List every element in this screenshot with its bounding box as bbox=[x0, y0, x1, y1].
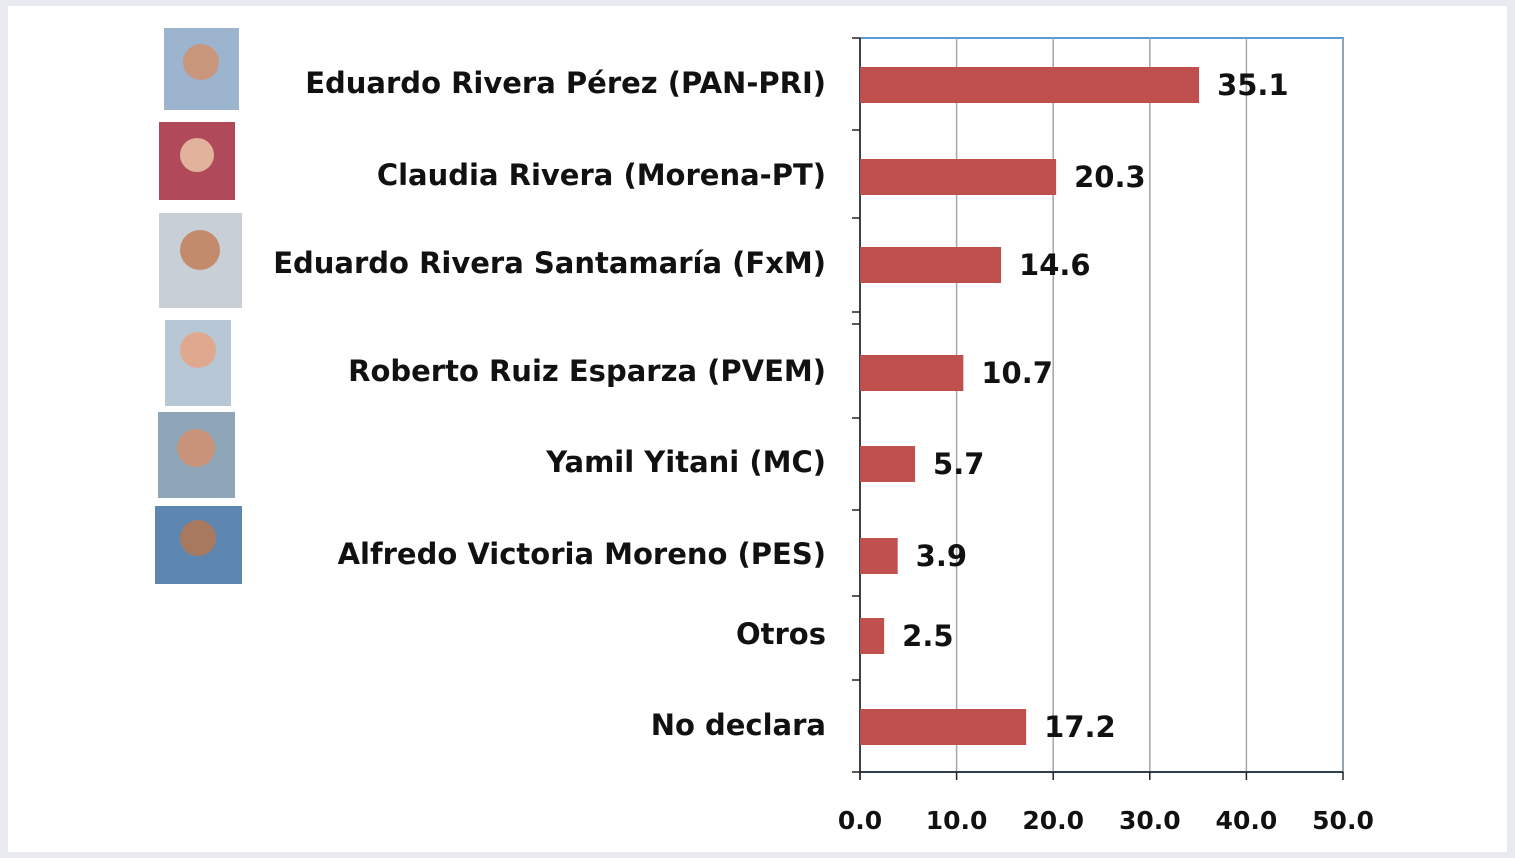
bar bbox=[860, 446, 916, 482]
value-label: 10.7 bbox=[981, 356, 1053, 390]
category-label: Yamil Yitani (MC) bbox=[545, 445, 826, 479]
photo-face bbox=[180, 230, 220, 270]
category-label: Roberto Ruiz Esparza (PVEM) bbox=[348, 354, 826, 388]
category-label: Alfredo Victoria Moreno (PES) bbox=[338, 537, 826, 571]
photo-face bbox=[180, 332, 216, 368]
bar bbox=[860, 355, 964, 391]
category-label: No declara bbox=[651, 708, 826, 742]
value-label: 14.6 bbox=[1019, 248, 1091, 282]
bar bbox=[860, 538, 898, 574]
x-tick-label: 40.0 bbox=[1216, 806, 1278, 835]
x-tick-label: 30.0 bbox=[1119, 806, 1181, 835]
bar bbox=[860, 709, 1027, 745]
category-label: Eduardo Rivera Santamaría (FxM) bbox=[273, 246, 826, 280]
bar bbox=[860, 247, 1002, 283]
value-label: 2.5 bbox=[902, 619, 953, 653]
background bbox=[8, 6, 1507, 852]
value-label: 35.1 bbox=[1217, 68, 1289, 102]
photo-face bbox=[177, 429, 215, 467]
photo-face bbox=[183, 44, 219, 80]
category-label: Claudia Rivera (Morena-PT) bbox=[377, 158, 826, 192]
photo-face bbox=[180, 520, 216, 556]
bar bbox=[860, 618, 885, 654]
category-label: Otros bbox=[736, 617, 826, 651]
value-label: 3.9 bbox=[916, 539, 967, 573]
x-tick-label: 0.0 bbox=[838, 806, 882, 835]
photos bbox=[155, 28, 242, 584]
x-tick-label: 20.0 bbox=[1022, 806, 1084, 835]
bar bbox=[860, 159, 1057, 195]
category-label: Eduardo Rivera Pérez (PAN-PRI) bbox=[305, 66, 826, 100]
bar bbox=[860, 67, 1200, 103]
x-tick-label: 50.0 bbox=[1312, 806, 1374, 835]
photo-face bbox=[180, 138, 214, 172]
value-label: 17.2 bbox=[1044, 710, 1116, 744]
x-tick-label: 10.0 bbox=[926, 806, 988, 835]
value-label: 5.7 bbox=[933, 447, 984, 481]
value-label: 20.3 bbox=[1074, 160, 1146, 194]
